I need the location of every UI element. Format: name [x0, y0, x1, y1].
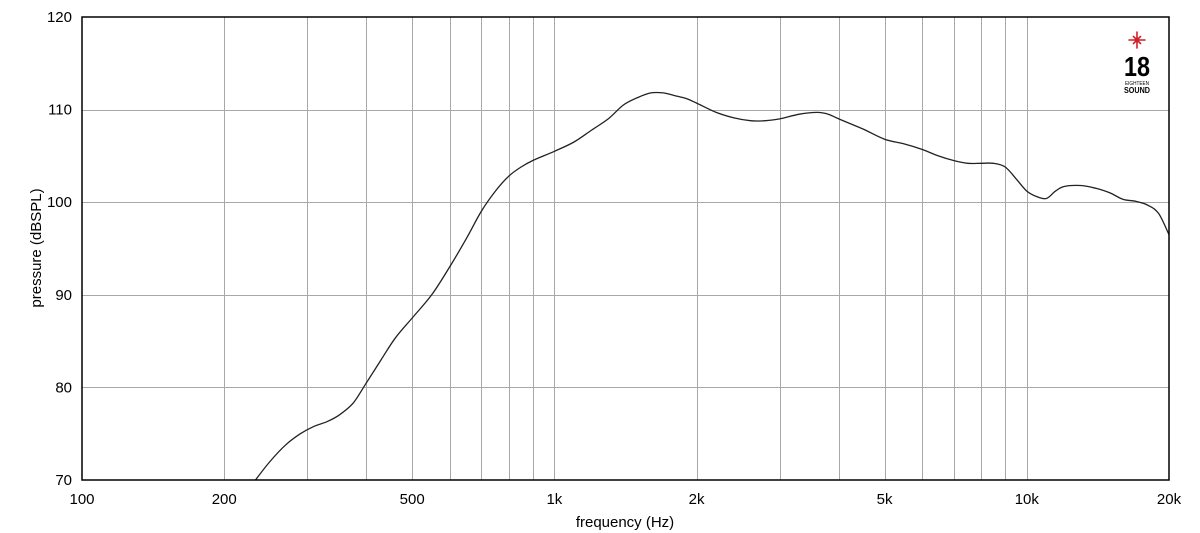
brand-logo: 18 EIGHTEEN SOUND [1124, 31, 1150, 95]
y-axis-ticks: 70 80 90 100 110 120 [47, 9, 72, 489]
x-axis-title: frequency (Hz) [576, 514, 674, 531]
grid [82, 17, 1169, 480]
x-tick-label: 1k [546, 491, 562, 508]
x-tick-label: 100 [69, 491, 94, 508]
logo-number: 18 [1124, 51, 1150, 82]
y-tick-label: 90 [55, 287, 72, 304]
x-tick-label: 500 [400, 491, 425, 508]
response-curve [254, 91, 1170, 481]
y-tick-label: 80 [55, 379, 72, 396]
logo-word-eighteen: EIGHTEEN [1125, 81, 1149, 87]
star-icon [1128, 31, 1146, 49]
x-tick-label: 10k [1015, 491, 1040, 508]
y-tick-label: 120 [47, 9, 72, 26]
x-tick-label: 200 [212, 491, 237, 508]
plot-frame [81, 16, 1170, 481]
x-tick-label: 2k [689, 491, 705, 508]
y-tick-label: 100 [47, 194, 72, 211]
x-tick-label: 5k [877, 491, 893, 508]
y-tick-label: 70 [55, 472, 72, 489]
y-tick-label: 110 [48, 102, 72, 119]
x-axis-ticks: 100 200 500 1k 2k 5k 10k 20k [69, 491, 1181, 508]
curve-layer [254, 91, 1170, 481]
logo-word-sound: SOUND [1124, 86, 1150, 95]
x-tick-label: 20k [1157, 491, 1182, 508]
y-axis-title: pressure (dBSPL) [28, 188, 45, 307]
